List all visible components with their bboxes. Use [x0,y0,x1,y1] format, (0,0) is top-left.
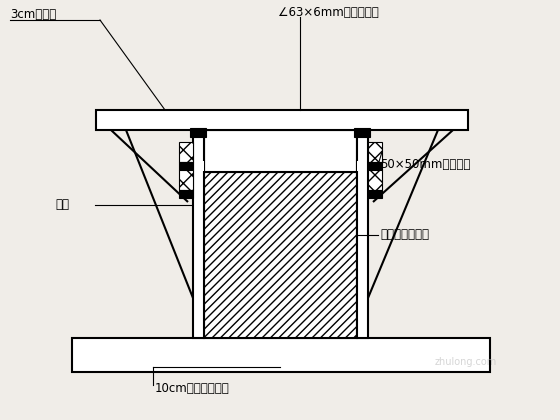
Bar [179,162,193,170]
Bar [179,190,193,198]
Bar [179,170,193,190]
Bar [96,110,468,130]
Text: 50×50mm调整木塞: 50×50mm调整木塞 [380,158,470,171]
Text: 10cm厚混凝土台座: 10cm厚混凝土台座 [155,381,230,394]
Bar [368,142,382,162]
Bar [196,161,204,171]
Text: zhulong.com: zhulong.com [435,357,497,367]
Bar [357,130,368,338]
Bar [72,338,490,372]
Bar [354,128,370,137]
Bar [357,161,365,171]
Bar [368,162,382,170]
Text: 第一次预制板桩: 第一次预制板桩 [380,228,429,241]
Bar [368,190,382,198]
Bar [190,128,206,137]
Bar [368,170,382,190]
Bar [193,130,204,338]
Bar [204,130,357,172]
Text: 撑杆: 撑杆 [55,199,69,212]
Bar [179,142,193,162]
Bar [204,172,357,338]
Text: ∠63×6mm的角钢卡口: ∠63×6mm的角钢卡口 [278,5,379,18]
Text: 3cm厚木板: 3cm厚木板 [10,8,56,21]
